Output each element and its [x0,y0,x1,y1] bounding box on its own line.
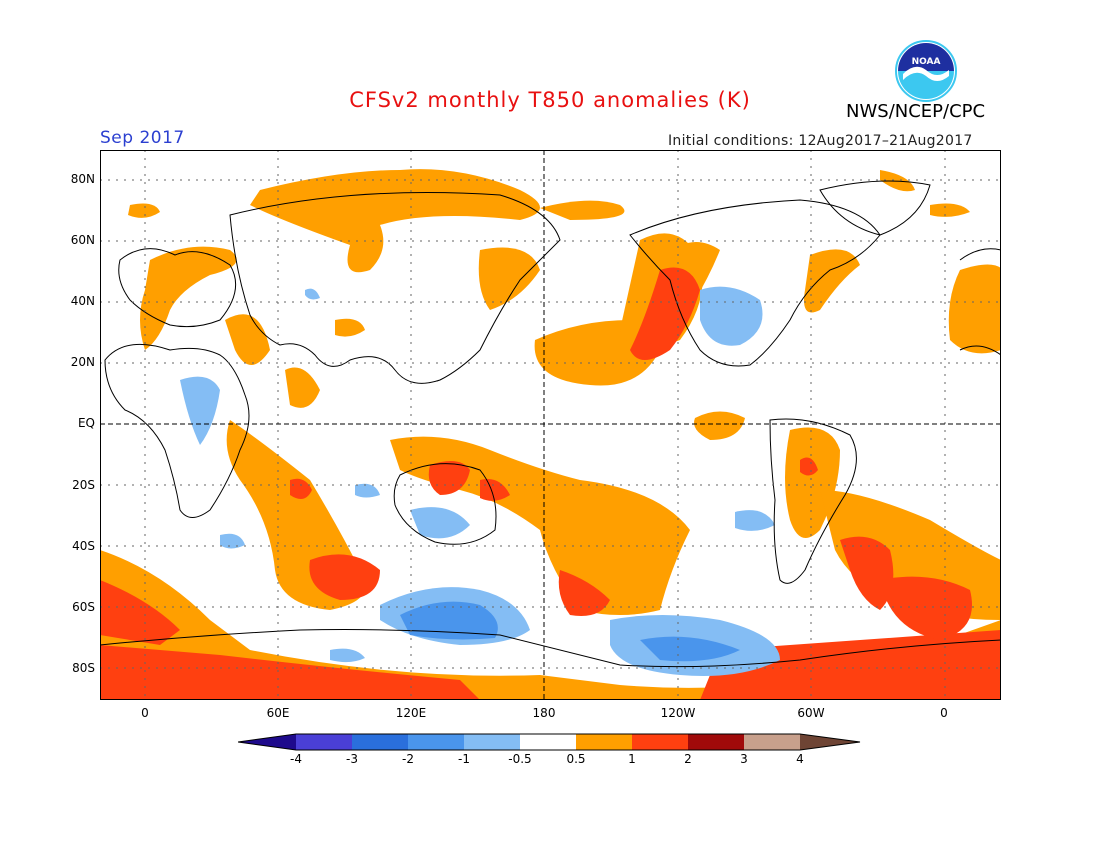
lon-label-0-right: 0 [940,706,948,720]
legend-arrow-warm [800,734,860,750]
noaa-logo: NOAA [895,40,957,102]
legend-label-05: 0.5 [566,752,586,766]
lon-label-120w: 120W [660,706,696,720]
lon-label-60e: 60E [266,706,290,720]
legend-label-minus05: -0.5 [508,752,532,766]
lat-label-80n: 80N [70,172,95,186]
lat-label-40s: 40S [72,539,95,553]
anomaly-map [100,150,1001,700]
legend-swatch-2 [352,734,408,750]
cool-anomaly-regions [180,286,780,676]
noaa-logo-text: NOAA [912,57,941,67]
legend-swatch-3 [408,734,464,750]
forecast-month: Sep 2017 [100,128,185,148]
map-title: CFSv2 monthly T850 anomalies (K) [349,88,751,112]
lat-label-20n: 20N [70,355,95,369]
lat-label-20s: 20S [72,478,95,492]
map-frame [100,150,1001,700]
legend-swatch-4 [464,734,520,750]
legend-label-minus3: -3 [346,752,358,766]
legend-label-3: 3 [740,752,748,766]
legend-label-minus4: -4 [290,752,302,766]
equator-dateline [100,150,1001,700]
legend-arrow-cold [238,734,296,750]
legend-swatch-6 [576,734,632,750]
lon-label-120e: 120E [395,706,427,720]
legend-label-minus1: -1 [458,752,470,766]
legend-swatch-9 [744,734,800,750]
lat-label-60n: 60N [70,233,95,247]
lon-label-0: 0 [141,706,149,720]
lon-label-180: 180 [532,706,556,720]
initial-conditions: Initial conditions: 12Aug2017–21Aug2017 [668,133,973,149]
coastlines [100,180,1001,668]
color-legend [238,733,861,751]
legend-swatch-1 [296,734,352,750]
legend-label-minus2: -2 [402,752,414,766]
lat-label-80s: 80S [72,661,95,675]
legend-label-4: 4 [796,752,804,766]
legend-label-1: 1 [628,752,636,766]
legend-swatch-5 [520,734,576,750]
lon-label-60w: 60W [797,706,825,720]
lat-label-eq: EQ [77,416,95,430]
legend-swatch-8 [688,734,744,750]
lat-label-40n: 40N [70,294,95,308]
lat-label-60s: 60S [72,600,95,614]
legend-swatch-7 [632,734,688,750]
legend-outline [238,733,861,751]
legend-label-2: 2 [684,752,692,766]
agency-label: NWS/NCEP/CPC [846,101,986,122]
strong-cool-regions [400,601,740,662]
